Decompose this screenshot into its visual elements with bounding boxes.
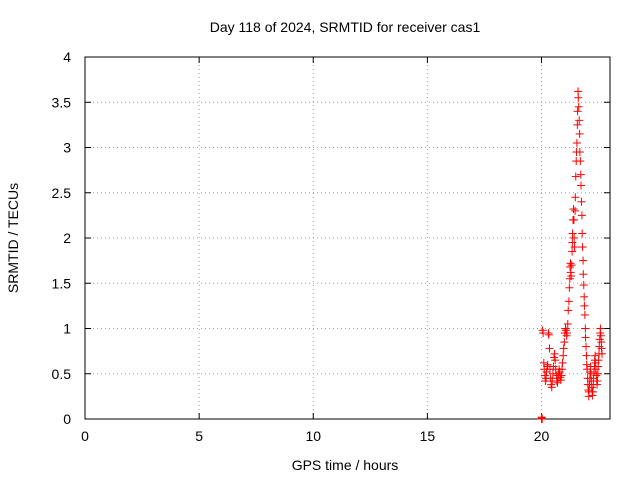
y-tick-label: 3 [63,140,71,156]
x-tick-label: 5 [195,428,203,444]
data-point [557,371,566,380]
data-point [575,148,584,157]
y-tick-label: 0 [63,411,71,427]
data-point [571,193,580,202]
data-point [578,229,587,238]
data-point [568,247,577,256]
data-point [558,358,567,367]
data-point [570,234,579,242]
data-point [567,261,576,270]
chart-title: Day 118 of 2024, SRMTID for receiver cas… [210,19,481,35]
data-point [572,138,581,147]
data-point [559,351,568,360]
y-axis-label: SRMTID / TECUs [5,183,21,293]
x-tick-label: 10 [305,428,321,444]
data-point [576,170,585,179]
data-point [550,349,559,358]
data-point [571,206,580,215]
data-point [582,351,591,360]
data-point [563,319,572,328]
data-point [593,369,602,378]
y-tick-label: 0.5 [52,366,72,382]
x-tick-label: 20 [534,428,550,444]
data-point [560,338,569,347]
data-point [581,324,590,333]
data-point [579,256,588,265]
plot-frame [84,56,611,420]
data-point [571,172,580,181]
data-point [577,181,586,190]
data-point [591,351,600,360]
data-point [569,215,578,224]
data-point [564,297,573,306]
data-point [577,211,586,220]
data-point [544,330,553,339]
data-point [580,310,589,319]
x-tick-label: 0 [81,428,89,444]
data-point [579,281,588,290]
grid [85,57,610,419]
data-point [568,238,577,247]
data-point [575,129,584,138]
data-point [569,205,578,214]
x-axis-label: GPS time / hours [292,457,399,473]
y-tick-label: 1.5 [52,275,72,291]
data-point [596,324,605,333]
data-point [579,270,588,279]
data-point [580,301,589,310]
data-point [576,157,585,166]
data-points [537,87,607,423]
data-point [570,243,579,252]
data-point [595,342,604,351]
data-point [545,344,554,353]
x-tick-label: 15 [420,428,436,444]
data-point [593,376,602,385]
data-point [563,329,572,338]
data-point [573,107,582,116]
data-point [564,306,573,315]
data-point [578,243,587,252]
y-tick-label: 1 [63,321,71,337]
axis-ticks: 0 5 10 15 20 0 0.5 1 1.5 2 2.5 3 3.5 4 [52,49,610,444]
data-point [567,272,576,281]
data-point [543,360,552,369]
y-tick-label: 4 [63,49,71,65]
data-point [551,356,560,365]
data-point [565,283,574,292]
data-point [559,344,568,353]
y-tick-label: 3.5 [52,94,72,110]
data-point [568,229,577,238]
data-point [575,116,584,125]
data-point [538,415,547,423]
y-tick-label: 2 [63,230,71,246]
data-point [574,93,583,102]
y-tick-label: 2.5 [52,185,72,201]
data-point [577,197,586,206]
data-point [581,333,590,342]
data-point [573,120,582,129]
data-point [580,292,589,301]
data-point [566,259,575,268]
data-point [574,102,583,111]
data-point [582,342,591,351]
data-point [598,349,607,358]
data-point [588,387,597,396]
